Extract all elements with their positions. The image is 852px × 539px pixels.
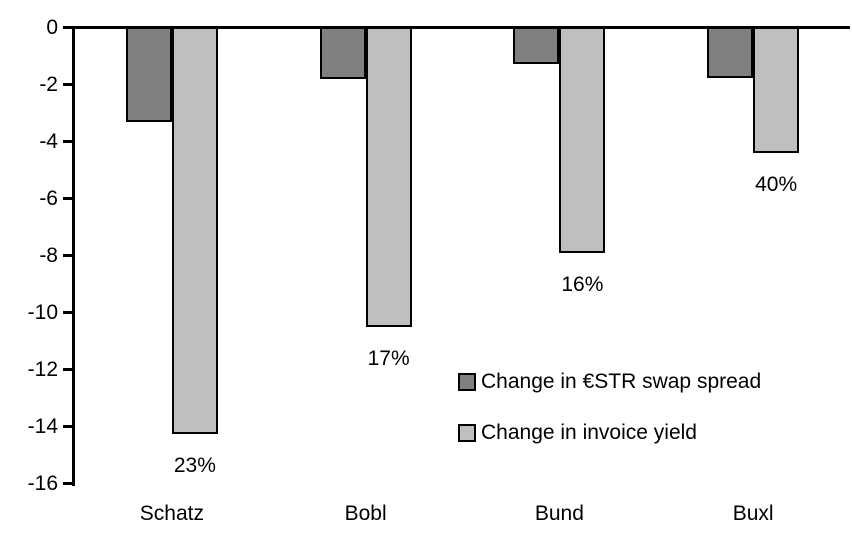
- bar-yield-bund: [559, 26, 606, 254]
- y-axis-tick-label: -2: [39, 72, 58, 96]
- y-axis-tick-label: -10: [27, 300, 58, 324]
- x-axis-category-label: Bund: [534, 502, 584, 525]
- legend-label-swap-spread: Change in €STR swap spread: [481, 370, 762, 393]
- x-axis-category-label: Bobl: [344, 502, 387, 525]
- bar-yield-schatz: [171, 26, 218, 435]
- y-axis-tick: [63, 83, 72, 86]
- y-axis-tick: [63, 197, 72, 200]
- y-axis-tick-label: 0: [46, 15, 58, 39]
- y-axis-tick-label: -8: [39, 243, 58, 267]
- x-axis-category-label: Schatz: [139, 502, 204, 525]
- bar-value-label: 17%: [367, 347, 410, 371]
- y-axis-tick: [63, 254, 72, 257]
- y-axis-tick-label: -14: [27, 414, 58, 438]
- y-axis-tick-label: -4: [39, 129, 58, 153]
- bar-yield-bobl: [365, 26, 412, 328]
- y-axis-tick: [63, 26, 72, 29]
- x-axis-category-label: Buxl: [732, 502, 774, 525]
- y-axis-tick: [63, 482, 72, 485]
- y-axis-tick: [63, 425, 72, 428]
- zero-baseline: [75, 26, 850, 29]
- y-axis-tick: [63, 311, 72, 314]
- legend-item-invoice-yield: Change in invoice yield: [458, 421, 697, 445]
- bar-spread-bund: [513, 26, 560, 64]
- y-axis-tick: [63, 368, 72, 371]
- legend-swatch-yield-icon: [458, 424, 476, 442]
- y-axis-line: [72, 26, 75, 486]
- y-axis-tick-label: -16: [27, 471, 58, 495]
- bar-spread-buxl: [707, 26, 754, 78]
- legend-item-swap-spread: Change in €STR swap spread: [458, 370, 761, 394]
- bar-value-label: 23%: [173, 454, 216, 478]
- legend-swatch-spread-icon: [458, 373, 476, 391]
- bar-value-label: 16%: [561, 273, 604, 297]
- bar-spread-schatz: [125, 26, 172, 123]
- bar-value-label: 40%: [755, 173, 798, 197]
- y-axis-tick: [63, 140, 72, 143]
- y-axis-tick-label: -6: [39, 186, 58, 210]
- bar-yield-buxl: [753, 26, 800, 154]
- legend-label-invoice-yield: Change in invoice yield: [481, 421, 697, 444]
- bar-spread-bobl: [319, 26, 366, 80]
- y-axis-tick-label: -12: [27, 357, 58, 381]
